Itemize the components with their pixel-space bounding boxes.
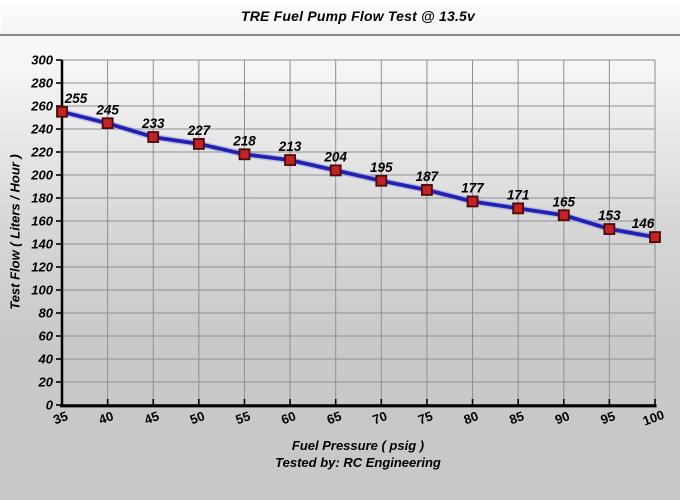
tested-by-note: Tested by: RC Engineering bbox=[275, 455, 441, 470]
data-point-label: 255 bbox=[64, 91, 88, 106]
series-line bbox=[60, 109, 657, 240]
data-point-marker bbox=[56, 105, 68, 118]
x-tick-label: 45 bbox=[142, 408, 161, 427]
data-point-label: 187 bbox=[416, 169, 440, 184]
x-tick-label: 85 bbox=[507, 408, 526, 427]
x-tick-label: 100 bbox=[641, 407, 667, 429]
data-point-label: 213 bbox=[278, 139, 302, 154]
y-tick-label: 20 bbox=[38, 375, 54, 390]
y-tick-label: 140 bbox=[31, 237, 53, 252]
data-point-marker bbox=[238, 148, 251, 161]
x-tick-label: 70 bbox=[370, 408, 389, 427]
data-point-marker bbox=[284, 154, 296, 166]
data-point-marker bbox=[603, 223, 616, 235]
data-point-marker bbox=[512, 202, 525, 215]
y-tick-label: 60 bbox=[39, 329, 54, 344]
data-point-label: 171 bbox=[507, 187, 530, 202]
y-tick-label: 180 bbox=[31, 191, 53, 206]
data-point-marker bbox=[557, 209, 570, 222]
x-tick-label: 90 bbox=[553, 408, 572, 427]
x-tick-label: 40 bbox=[97, 408, 116, 427]
data-point-marker bbox=[101, 117, 114, 130]
x-tick-label: 35 bbox=[51, 408, 70, 427]
y-tick-label: 160 bbox=[31, 214, 53, 229]
data-point-label: 165 bbox=[553, 194, 576, 209]
data-point-marker bbox=[466, 195, 479, 208]
data-point-label: 204 bbox=[323, 149, 347, 164]
y-tick-label: 200 bbox=[30, 168, 53, 183]
data-point-label: 227 bbox=[187, 123, 212, 138]
data-point-label: 195 bbox=[370, 160, 393, 175]
data-point-label: 146 bbox=[632, 216, 655, 231]
y-tick-label: 120 bbox=[31, 260, 53, 275]
data-point-label: 233 bbox=[141, 116, 165, 131]
x-axis-title: Fuel Pressure ( psig ) bbox=[291, 438, 425, 453]
x-tick-label: 65 bbox=[325, 408, 344, 427]
x-tick-label: 60 bbox=[279, 408, 298, 427]
data-point-marker bbox=[192, 138, 205, 150]
data-point-marker bbox=[649, 231, 661, 244]
chart-title: TRE Fuel Pump Flow Test @ 13.5v bbox=[240, 8, 476, 24]
data-point-marker bbox=[329, 164, 342, 177]
x-tick-label: 95 bbox=[598, 408, 617, 427]
y-tick-label: 260 bbox=[30, 99, 53, 114]
data-point-label: 245 bbox=[95, 102, 119, 117]
y-axis-title: Test Flow ( Liters / Hour ) bbox=[7, 154, 23, 310]
data-point-marker bbox=[147, 131, 160, 143]
x-tick-label: 55 bbox=[234, 408, 253, 427]
y-tick-label: 80 bbox=[39, 306, 54, 321]
x-tick-label: 75 bbox=[416, 408, 435, 427]
y-tick-label: 0 bbox=[46, 398, 54, 413]
x-tick-label: 50 bbox=[188, 408, 207, 427]
y-tick-label: 240 bbox=[30, 122, 53, 137]
data-point-marker bbox=[375, 174, 388, 187]
data-point-label: 177 bbox=[461, 180, 485, 195]
y-tick-label: 300 bbox=[31, 53, 53, 68]
y-tick-label: 40 bbox=[38, 352, 54, 367]
y-tick-label: 280 bbox=[30, 76, 53, 91]
x-tick-label: 80 bbox=[462, 408, 481, 427]
y-tick-label: 220 bbox=[30, 145, 53, 160]
data-point-marker bbox=[421, 184, 433, 196]
y-tick-label: 100 bbox=[31, 283, 53, 298]
chart-title-bar: TRE Fuel Pump Flow Test @ 13.5v bbox=[0, 0, 680, 36]
data-point-label: 153 bbox=[598, 208, 621, 223]
data-point-label: 218 bbox=[232, 133, 256, 148]
